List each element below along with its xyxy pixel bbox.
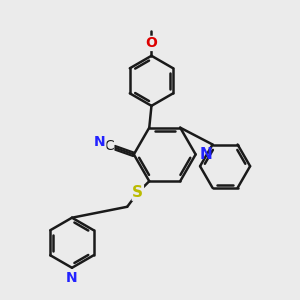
Text: N: N [94, 136, 106, 149]
Text: O: O [146, 36, 158, 50]
Text: C: C [104, 139, 114, 153]
Text: N: N [199, 147, 212, 162]
Text: N: N [66, 271, 78, 285]
Text: S: S [132, 185, 143, 200]
